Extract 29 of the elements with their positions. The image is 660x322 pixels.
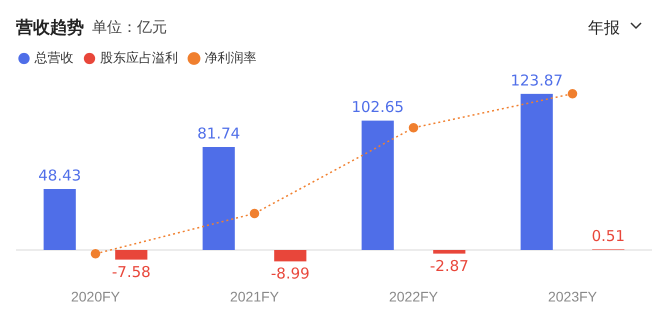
data-label: -2.87 (430, 257, 469, 276)
chart-title: 营收趋势 (16, 17, 84, 39)
point (408, 123, 418, 133)
chart-subtitle: 单位：亿元 (92, 18, 167, 37)
x-tick-label: 2022FY (388, 288, 439, 304)
x-tick-label: 2023FY (548, 288, 598, 304)
bar (44, 188, 76, 250)
data-label: 123.87 (510, 71, 563, 90)
legend-label: 总营收 (34, 50, 74, 66)
bar (274, 250, 306, 262)
point (90, 249, 100, 259)
point (568, 89, 578, 98)
text: 年报 (588, 18, 620, 39)
bar (362, 120, 394, 250)
bar (202, 147, 235, 250)
x-tick-label: 2020FY (70, 288, 121, 304)
data-label: -7.58 (112, 262, 151, 281)
point (250, 208, 260, 218)
legend-label: 净利润率 (204, 50, 256, 66)
data-label: 48.43 (38, 166, 82, 184)
data-label: 0.51 (592, 226, 625, 245)
bar (433, 250, 466, 254)
data-label: 102.65 (351, 98, 404, 116)
data-label: -8.99 (270, 264, 310, 283)
bar (115, 250, 148, 260)
bar (520, 94, 553, 250)
x-tick-label: 2021FY (230, 288, 280, 304)
data-label: 81.74 (197, 124, 240, 142)
legend-label: 股东应占溢利 (100, 50, 178, 66)
